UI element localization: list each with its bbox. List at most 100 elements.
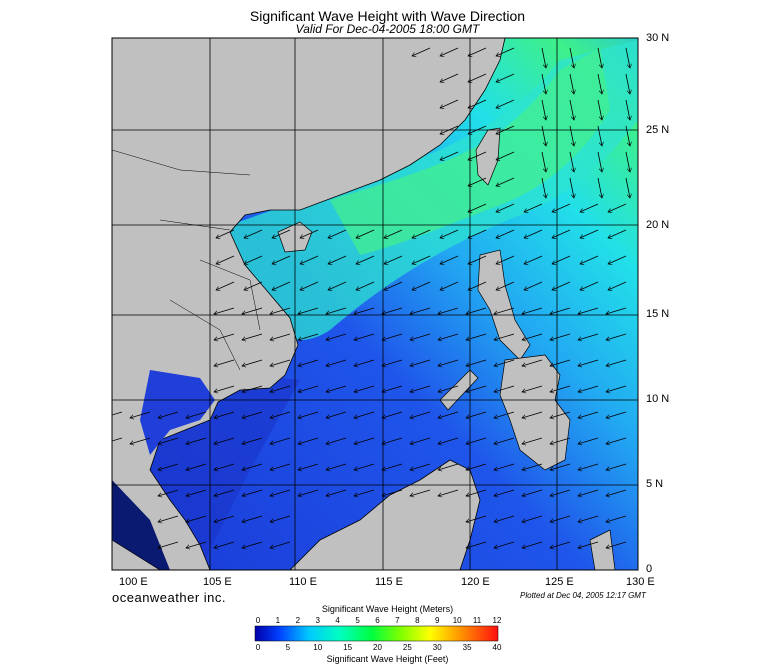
sumatra-island (112, 539, 161, 570)
direction-arrow (606, 541, 627, 548)
lon-label-100e: 100 E (119, 576, 148, 588)
map-frame (111, 37, 639, 571)
direction-arrow (130, 437, 151, 444)
direction-arrow (412, 229, 431, 238)
direction-arrow (522, 307, 543, 314)
colorbar-feet-tick-2: 10 (313, 643, 323, 652)
direction-arrow (550, 385, 571, 392)
direction-arrow (326, 359, 347, 366)
direction-arrow (440, 281, 459, 290)
direction-arrow (468, 151, 487, 160)
direction-arrow (597, 47, 602, 68)
direction-arrow (496, 281, 515, 290)
colorbar-meter-tick-4: 4 (335, 616, 340, 625)
direction-arrow (328, 281, 347, 290)
direction-arrow (242, 463, 263, 470)
direction-arrow (606, 333, 627, 340)
direction-arrow (216, 281, 235, 290)
lon-label-125e: 125 E (545, 576, 574, 588)
direction-arrow (438, 307, 459, 314)
direction-arrow (326, 385, 347, 392)
direction-arrow (438, 359, 459, 366)
colorbar-meter-tick-3: 3 (315, 616, 320, 625)
direction-arrow (541, 177, 546, 198)
direction-arrow (541, 125, 546, 146)
direction-arrow (410, 463, 431, 470)
direction-arrow (578, 333, 599, 340)
direction-arrow (270, 359, 291, 366)
direction-arrow (214, 515, 235, 522)
direction-arrow (300, 255, 319, 264)
direction-arrow (272, 229, 291, 238)
direction-arrow (550, 463, 571, 470)
direction-arrow (494, 489, 515, 496)
lat-label-0: 0 (646, 563, 653, 575)
direction-arrow (354, 307, 375, 314)
direction-arrow (382, 359, 403, 366)
direction-arrow (608, 255, 627, 264)
direction-arrow (112, 437, 123, 442)
direction-arrow (412, 281, 431, 290)
direction-arrow (550, 515, 571, 522)
colorbar-meter-tick-12: 12 (492, 616, 502, 625)
direction-arrow (298, 411, 319, 418)
direction-arrow (214, 385, 235, 392)
colorbar-meter-tick-0: 0 (255, 616, 261, 625)
direction-arrow (468, 281, 487, 290)
direction-arrow (438, 463, 459, 470)
direction-arrow (496, 177, 515, 186)
direction-arrow (214, 541, 235, 548)
lat-label-5n: 5 N (646, 478, 664, 490)
direction-arrow (597, 99, 602, 120)
direction-arrow (158, 411, 179, 418)
direction-arrow (158, 489, 179, 496)
direction-arrow (158, 463, 179, 470)
direction-arrow (410, 437, 431, 444)
direction-arrow (494, 385, 515, 392)
direction-arrow (468, 47, 487, 56)
direction-arrow (356, 229, 375, 238)
direction-arrow (270, 541, 291, 548)
direction-arrow (466, 385, 487, 392)
direction-arrow (270, 437, 291, 444)
direction-arrow (569, 125, 574, 146)
direction-arrow (438, 333, 459, 340)
direction-arrow (440, 99, 459, 108)
direction-arrow (214, 411, 235, 418)
direction-arrow (466, 333, 487, 340)
direction-arrow (410, 359, 431, 366)
direction-arrow (625, 99, 630, 120)
direction-arrow (524, 281, 543, 290)
direction-arrow (625, 177, 630, 198)
colorbar-meter-tick-9: 9 (435, 616, 440, 625)
direction-arrow (328, 255, 347, 264)
direction-arrow (242, 385, 263, 392)
direction-arrow (242, 411, 263, 418)
direction-arrow (578, 463, 599, 470)
direction-arrow (130, 411, 151, 418)
direction-arrow (186, 437, 207, 444)
direction-arrow (494, 411, 515, 418)
direction-arrow (466, 489, 487, 496)
direction-arrow (494, 463, 515, 470)
direction-arrow (578, 515, 599, 522)
direction-arrow (270, 515, 291, 522)
direction-arrow (244, 255, 263, 264)
direction-arrow (270, 385, 291, 392)
direction-arrow (625, 125, 630, 146)
direction-arrow (569, 151, 574, 172)
direction-arrow (522, 541, 543, 548)
colorbar-title-feet: Significant Wave Height (Feet) (326, 654, 449, 664)
direction-arrow (608, 229, 627, 238)
direction-arrow (270, 489, 291, 496)
direction-arrow (440, 151, 459, 160)
direction-arrow (384, 281, 403, 290)
direction-arrow (597, 125, 602, 146)
lon-label-115e: 115 E (375, 576, 403, 588)
colorbar-meter-tick-6: 6 (375, 616, 380, 625)
direction-arrow (496, 229, 515, 238)
direction-arrow (578, 489, 599, 496)
direction-arrow (625, 47, 630, 68)
direction-arrow (410, 411, 431, 418)
colorbar-meter-tick-10: 10 (452, 616, 462, 625)
